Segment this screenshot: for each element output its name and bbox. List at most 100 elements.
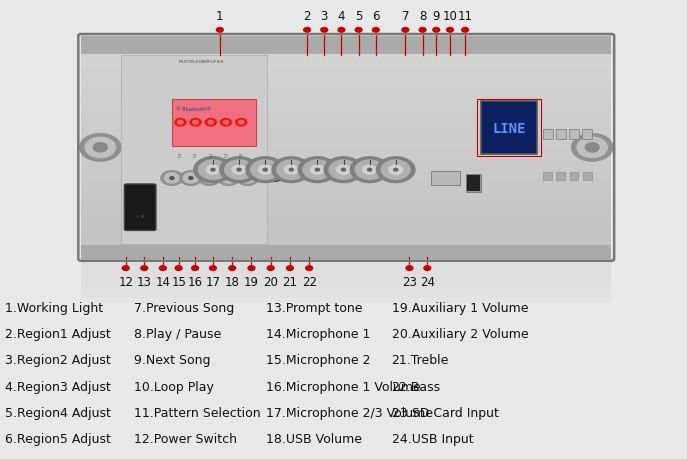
Circle shape <box>419 28 426 33</box>
Circle shape <box>80 134 121 162</box>
Text: 16: 16 <box>188 276 203 289</box>
Text: 19: 19 <box>244 276 259 289</box>
Text: 19.Auxiliary 1 Volume: 19.Auxiliary 1 Volume <box>392 301 528 314</box>
Bar <box>582 130 592 139</box>
Circle shape <box>180 171 202 186</box>
Text: 13: 13 <box>137 276 152 289</box>
Circle shape <box>355 161 384 180</box>
Bar <box>81 103 611 115</box>
Circle shape <box>141 266 148 271</box>
Text: 5: 5 <box>355 10 362 22</box>
Circle shape <box>315 169 319 172</box>
Circle shape <box>122 266 129 271</box>
Text: 5.Region4 Adjust: 5.Region4 Adjust <box>5 406 111 419</box>
Bar <box>431 172 460 186</box>
Bar <box>81 47 611 59</box>
Text: 21: 21 <box>282 276 297 289</box>
Text: 10.Loop Play: 10.Loop Play <box>134 380 214 393</box>
Circle shape <box>251 161 280 180</box>
Circle shape <box>267 266 274 271</box>
Text: 7: 7 <box>402 10 409 22</box>
Circle shape <box>368 169 372 172</box>
Circle shape <box>285 173 292 177</box>
Text: 4.Region3 Adjust: 4.Region3 Adjust <box>5 380 111 393</box>
Circle shape <box>321 28 328 33</box>
Bar <box>543 130 553 139</box>
Circle shape <box>246 157 284 183</box>
Text: 9.Next Song: 9.Next Song <box>134 353 210 367</box>
Bar <box>467 175 480 191</box>
Bar <box>81 181 611 193</box>
Circle shape <box>338 28 345 33</box>
Text: 8: 8 <box>419 10 426 22</box>
Text: 12: 12 <box>118 276 133 289</box>
Circle shape <box>177 121 183 125</box>
Circle shape <box>277 161 306 180</box>
Bar <box>556 173 565 181</box>
Text: 7.Previous Song: 7.Previous Song <box>134 301 234 314</box>
Circle shape <box>303 161 332 180</box>
Bar <box>81 36 611 48</box>
Circle shape <box>202 174 217 184</box>
Circle shape <box>237 169 241 172</box>
Bar <box>81 37 611 55</box>
Circle shape <box>572 134 613 162</box>
Bar <box>81 298 611 303</box>
Bar <box>556 130 566 139</box>
Circle shape <box>236 171 258 186</box>
Bar <box>81 214 611 226</box>
Text: 区域4: 区域4 <box>224 153 228 157</box>
Circle shape <box>462 28 469 33</box>
Bar <box>81 114 611 126</box>
Text: 14.Microphone 1: 14.Microphone 1 <box>266 327 370 340</box>
Bar <box>81 170 611 181</box>
Text: 15: 15 <box>171 276 186 289</box>
Bar <box>121 56 267 245</box>
Circle shape <box>286 266 293 271</box>
Text: LINE: LINE <box>493 121 526 135</box>
Bar <box>81 225 611 237</box>
Circle shape <box>263 169 267 172</box>
Text: 12.Power Switch: 12.Power Switch <box>134 432 237 445</box>
Text: 23.SD Card Input: 23.SD Card Input <box>392 406 499 419</box>
Circle shape <box>194 157 232 183</box>
Bar <box>81 70 611 81</box>
Circle shape <box>232 166 246 175</box>
Circle shape <box>199 161 227 180</box>
Circle shape <box>337 166 350 175</box>
Circle shape <box>402 28 409 33</box>
Text: 17: 17 <box>205 276 221 289</box>
Text: 21.Treble: 21.Treble <box>392 353 449 367</box>
Text: MULTIPLEXAMPLIFIER: MULTIPLEXAMPLIFIER <box>178 60 224 63</box>
Circle shape <box>282 170 295 179</box>
Bar <box>81 125 611 137</box>
Text: 18: 18 <box>225 276 240 289</box>
Text: 区域1: 区域1 <box>178 153 183 157</box>
Circle shape <box>311 166 324 175</box>
Text: 22: 22 <box>302 276 317 289</box>
Text: 6: 6 <box>372 10 379 22</box>
Circle shape <box>284 166 298 175</box>
Text: 15.Microphone 2: 15.Microphone 2 <box>266 353 370 367</box>
Text: 区域3: 区域3 <box>208 153 213 157</box>
Bar <box>81 203 611 215</box>
Circle shape <box>245 177 249 180</box>
Circle shape <box>192 266 199 271</box>
Circle shape <box>229 266 236 271</box>
Bar <box>81 58 611 70</box>
Text: 9: 9 <box>433 10 440 22</box>
Circle shape <box>238 121 244 125</box>
Text: 24: 24 <box>420 276 435 289</box>
Text: 11: 11 <box>458 10 473 22</box>
Circle shape <box>389 166 403 175</box>
Text: 4: 4 <box>338 10 345 22</box>
Bar <box>543 173 552 181</box>
Text: 区域2: 区域2 <box>193 153 198 157</box>
Bar <box>81 265 611 270</box>
Circle shape <box>174 119 185 127</box>
Circle shape <box>272 157 311 183</box>
Bar <box>583 173 592 181</box>
Text: 23: 23 <box>402 276 417 289</box>
Text: 1: 1 <box>216 10 223 22</box>
Circle shape <box>447 28 453 33</box>
